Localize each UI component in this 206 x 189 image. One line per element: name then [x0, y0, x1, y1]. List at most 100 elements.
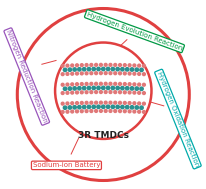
Text: Hydrogen Oxidation Reaction: Hydrogen Oxidation Reaction: [156, 70, 200, 168]
Circle shape: [76, 83, 78, 86]
Circle shape: [90, 72, 93, 75]
Circle shape: [135, 68, 138, 71]
Circle shape: [106, 86, 110, 90]
Circle shape: [125, 87, 129, 90]
Circle shape: [128, 91, 131, 94]
Circle shape: [78, 68, 81, 71]
Circle shape: [63, 106, 67, 109]
Circle shape: [102, 105, 105, 108]
Circle shape: [106, 105, 110, 108]
Circle shape: [121, 86, 124, 90]
Circle shape: [111, 86, 115, 90]
Circle shape: [123, 72, 126, 75]
Circle shape: [80, 101, 83, 104]
Circle shape: [80, 91, 83, 94]
Text: Sodium-ion Battery: Sodium-ion Battery: [33, 162, 100, 168]
Circle shape: [63, 68, 67, 72]
Circle shape: [104, 64, 107, 66]
Circle shape: [138, 73, 140, 75]
Circle shape: [71, 110, 74, 113]
Circle shape: [97, 86, 100, 90]
Circle shape: [109, 72, 112, 75]
Circle shape: [92, 86, 95, 90]
Circle shape: [133, 72, 136, 75]
Circle shape: [119, 72, 122, 75]
Circle shape: [109, 91, 112, 94]
Circle shape: [73, 87, 76, 90]
Circle shape: [99, 101, 102, 104]
Circle shape: [95, 91, 97, 94]
Circle shape: [85, 64, 88, 66]
Circle shape: [114, 91, 117, 94]
Circle shape: [125, 105, 129, 109]
Circle shape: [114, 110, 117, 112]
Circle shape: [104, 82, 107, 85]
Circle shape: [61, 83, 64, 86]
Circle shape: [71, 102, 74, 105]
Circle shape: [76, 110, 78, 113]
Circle shape: [116, 86, 119, 90]
Circle shape: [80, 72, 83, 75]
Circle shape: [116, 67, 119, 71]
Circle shape: [61, 102, 64, 105]
Text: 3R TMDCs: 3R TMDCs: [78, 131, 129, 140]
Circle shape: [143, 102, 145, 105]
Circle shape: [90, 64, 93, 66]
Circle shape: [133, 91, 136, 94]
Circle shape: [119, 91, 122, 94]
Circle shape: [73, 106, 76, 109]
Circle shape: [109, 64, 112, 66]
Circle shape: [109, 101, 112, 104]
Circle shape: [99, 72, 102, 75]
Circle shape: [133, 64, 136, 67]
Circle shape: [66, 64, 69, 67]
Circle shape: [133, 110, 136, 113]
Circle shape: [123, 110, 126, 113]
Circle shape: [87, 67, 91, 71]
Circle shape: [123, 91, 126, 94]
Circle shape: [123, 83, 126, 85]
Circle shape: [63, 87, 67, 91]
Circle shape: [82, 105, 86, 109]
Circle shape: [97, 105, 100, 108]
Circle shape: [76, 72, 78, 75]
Circle shape: [78, 105, 81, 109]
Circle shape: [87, 86, 91, 90]
Circle shape: [85, 82, 88, 85]
Circle shape: [130, 106, 134, 109]
Circle shape: [82, 67, 86, 71]
Circle shape: [95, 64, 97, 66]
Circle shape: [106, 67, 110, 71]
Circle shape: [76, 91, 78, 94]
Circle shape: [143, 83, 145, 86]
Circle shape: [133, 102, 136, 105]
Circle shape: [138, 83, 140, 86]
Circle shape: [76, 102, 78, 105]
Circle shape: [138, 102, 140, 105]
Circle shape: [90, 110, 93, 112]
Circle shape: [85, 72, 88, 75]
Circle shape: [128, 72, 131, 75]
Circle shape: [128, 110, 131, 113]
Circle shape: [99, 82, 102, 85]
Circle shape: [119, 64, 122, 66]
Text: Hydrogen Evolution Reaction: Hydrogen Evolution Reaction: [86, 11, 183, 51]
Circle shape: [61, 64, 64, 67]
Circle shape: [73, 68, 76, 71]
Circle shape: [66, 91, 69, 94]
Circle shape: [71, 83, 74, 86]
Circle shape: [111, 105, 115, 108]
Circle shape: [114, 64, 117, 66]
Circle shape: [109, 110, 112, 112]
Circle shape: [119, 110, 122, 112]
Text: Nitrogen Reduction Reaction: Nitrogen Reduction Reaction: [5, 29, 48, 124]
Circle shape: [95, 82, 97, 85]
Circle shape: [116, 105, 119, 109]
Circle shape: [90, 82, 93, 85]
Circle shape: [71, 64, 74, 67]
Circle shape: [130, 68, 134, 71]
Circle shape: [68, 68, 71, 71]
Circle shape: [102, 67, 105, 71]
Circle shape: [66, 73, 69, 75]
Circle shape: [68, 87, 71, 90]
